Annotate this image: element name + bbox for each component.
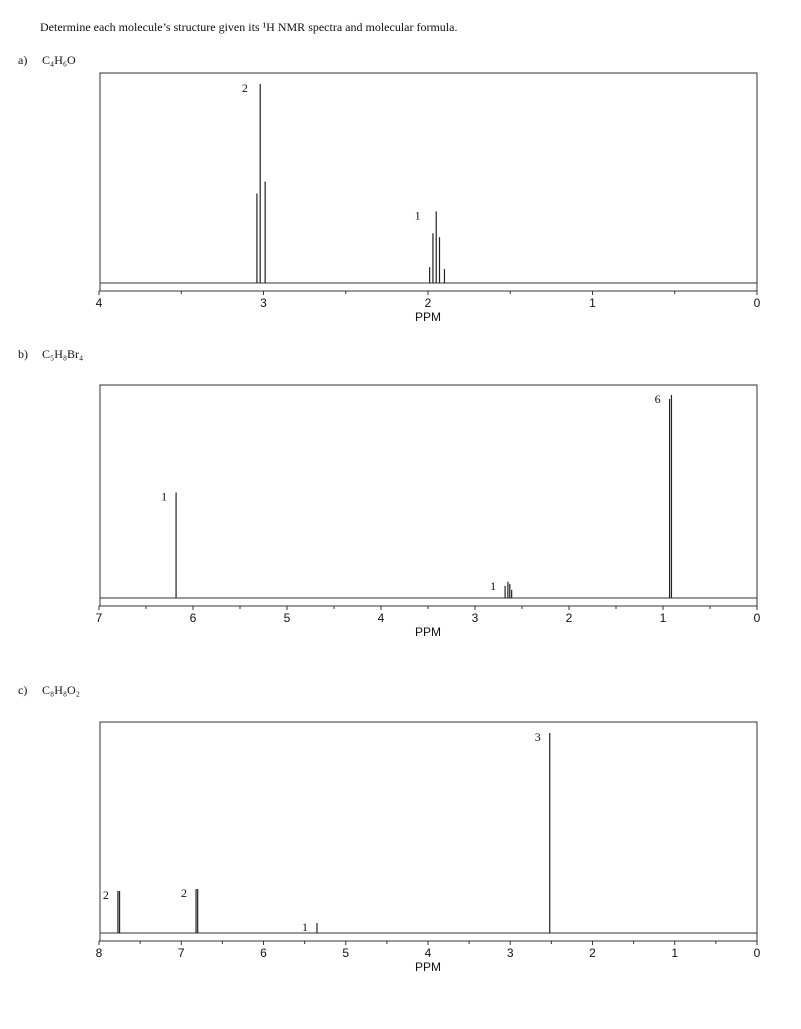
integration-label: 6 [655, 392, 661, 406]
problem-label: a) [18, 53, 27, 67]
x-tick-label: 1 [589, 296, 596, 310]
x-tick-label: 3 [260, 296, 267, 310]
integration-label: 2 [242, 81, 248, 95]
molecular-formula: C₈H₈O₂ [42, 683, 80, 697]
molecular-formula: C₄H₆O [42, 53, 76, 67]
x-tick-label: 2 [566, 611, 573, 625]
x-tick-label: 0 [754, 946, 761, 960]
integration-label: 1 [490, 579, 496, 593]
x-tick-label: 2 [425, 296, 432, 310]
x-tick-label: 6 [190, 611, 197, 625]
integration-label: 1 [302, 920, 308, 934]
x-tick-label: 5 [342, 946, 349, 960]
x-tick-label: 5 [284, 611, 291, 625]
x-tick-label: 1 [671, 946, 678, 960]
x-axis-label: PPM [415, 625, 441, 639]
problem-label: b) [18, 347, 28, 361]
x-tick-label: 4 [96, 296, 103, 310]
x-axis-label: PPM [415, 960, 441, 974]
x-tick-label: 7 [178, 946, 185, 960]
x-tick-label: 0 [754, 296, 761, 310]
integration-label: 2 [181, 886, 187, 900]
integration-label: 2 [103, 888, 109, 902]
x-tick-label: 0 [754, 611, 761, 625]
x-tick-label: 2 [589, 946, 596, 960]
x-tick-label: 7 [96, 611, 103, 625]
integration-label: 3 [535, 730, 541, 744]
x-tick-label: 4 [425, 946, 432, 960]
x-tick-label: 3 [507, 946, 514, 960]
integration-label: 1 [415, 208, 421, 222]
x-tick-label: 1 [660, 611, 667, 625]
instruction: Determine each molecule’s structure give… [40, 20, 457, 34]
x-tick-label: 3 [472, 611, 479, 625]
x-tick-label: 8 [96, 946, 103, 960]
problem-label: c) [18, 683, 27, 697]
x-axis-label: PPM [415, 310, 441, 324]
integration-label: 1 [161, 489, 167, 503]
molecular-formula: C₅H₈Br₄ [42, 347, 83, 361]
x-tick-label: 6 [260, 946, 267, 960]
x-tick-label: 4 [378, 611, 385, 625]
